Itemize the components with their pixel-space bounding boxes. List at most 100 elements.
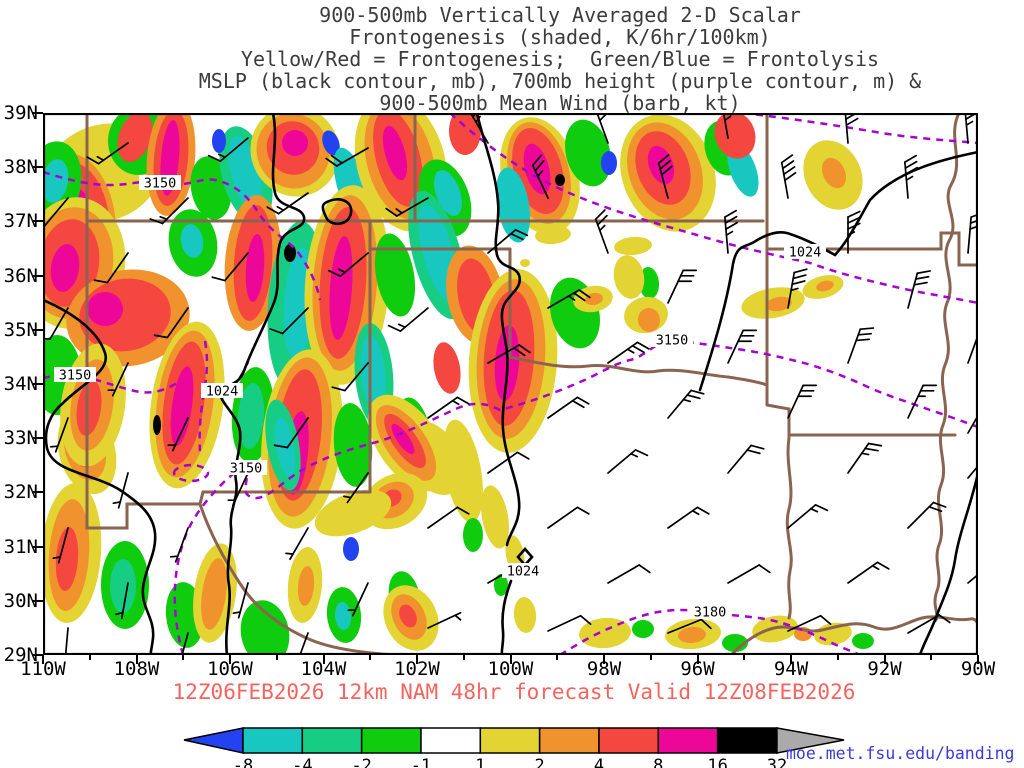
lat-tick-label: 29N	[3, 644, 38, 666]
wind-barb	[266, 192, 309, 215]
state-border	[765, 231, 980, 267]
shading-blob-magenta	[245, 234, 265, 302]
lon-tick-mark	[556, 655, 559, 660]
shading-blob-red	[449, 107, 481, 155]
lon-tick-mark	[88, 655, 91, 660]
shading-blob-blue	[601, 151, 617, 175]
wind-barb	[667, 389, 705, 419]
contour-label: 3150	[230, 461, 263, 477]
colorbar-left-arrow	[183, 727, 244, 754]
height-contour	[42, 170, 322, 301]
height-contour	[172, 463, 210, 483]
wind-barb	[787, 268, 808, 309]
lat-tick-label: 30N	[3, 589, 38, 612]
colorbar-tick-label: 16	[707, 756, 727, 768]
lon-tick-mark	[696, 655, 699, 664]
source-url-link[interactable]: moe.met.fsu.edu/banding	[786, 744, 1015, 763]
wind-barb	[273, 417, 309, 449]
wind-barb	[594, 209, 609, 254]
shading-blob-blue	[343, 537, 359, 561]
wind-barb	[607, 449, 649, 474]
shading-blob-cyan	[434, 170, 462, 216]
shading-blob-yellow	[481, 485, 509, 549]
forecast-valid-text: 12Z06FEB2026 12km NAM 48hr forecast Vali…	[172, 680, 856, 704]
contour-label-box	[689, 604, 731, 619]
shading-blob-yellow	[520, 259, 530, 267]
state-border	[198, 490, 397, 657]
shading-blob-yellow	[614, 236, 652, 256]
lon-tick-label: 106W	[207, 658, 253, 680]
wind-barb	[325, 147, 369, 167]
shading-blob-magenta	[382, 125, 408, 181]
shading-blob-green	[374, 233, 416, 317]
shading-blob-spring	[110, 559, 136, 613]
contour-label: 3150	[144, 176, 177, 192]
wind-barb	[787, 504, 829, 529]
lat-tick-mark	[33, 220, 43, 223]
lon-tick-mark	[322, 655, 325, 664]
title-line-3: Yellow/Red = Frontogenesis; Green/Blue =…	[240, 47, 880, 71]
wind-barb	[57, 627, 69, 665]
wind-barb	[86, 142, 129, 165]
lon-tick-mark	[229, 655, 231, 664]
wind-barb	[112, 472, 129, 509]
wind-barb	[847, 327, 875, 364]
wind-barb	[107, 362, 129, 397]
lon-tick-label: 102W	[394, 658, 440, 680]
shading-blob-yellow	[613, 255, 645, 299]
shading-blob-orange	[766, 296, 792, 312]
shading-blob-orange	[821, 157, 847, 189]
shading-blob-red	[76, 380, 102, 436]
title-line-2: Frontogenesis (shaded, K/6hr/100km)	[349, 25, 771, 49]
contour-label: 3180	[694, 605, 727, 621]
wind-barb	[427, 611, 462, 629]
shading-blob-magenta	[282, 130, 308, 156]
lon-tick-mark	[416, 655, 418, 664]
contour-label-box	[784, 244, 826, 259]
wind-barb	[780, 154, 797, 199]
shading-blob-cyan	[360, 335, 386, 411]
wind-barb	[207, 137, 249, 162]
shading-blob-magenta	[391, 423, 415, 455]
lon-tick-mark	[930, 655, 933, 660]
lat-tick-label: 39N	[3, 102, 38, 124]
colorbar-segment	[242, 727, 304, 754]
contour-label-box	[502, 563, 544, 578]
title-line-4: MSLP (black contour, mb), 700mb height (…	[198, 69, 922, 93]
height-contour	[449, 112, 979, 305]
contour-label: 3150	[656, 333, 689, 349]
wind-barb	[487, 229, 529, 254]
colorbar-segment	[598, 727, 660, 754]
lat-tick-mark	[33, 491, 43, 494]
shading-blob-green	[564, 119, 612, 187]
shading-blob-green	[638, 267, 660, 299]
lon-tick-mark	[790, 655, 792, 664]
shading-blob-black	[555, 174, 565, 186]
wind-barb	[907, 270, 931, 309]
wind-barb	[285, 527, 309, 561]
shading-blob-cyan	[228, 136, 262, 210]
wind-barb	[904, 154, 919, 199]
lon-tick-label: 96W	[680, 658, 715, 680]
wind-barb	[607, 341, 650, 364]
mslp-contour	[698, 150, 980, 392]
wind-barb	[727, 564, 771, 584]
wind-barb	[49, 417, 69, 453]
wind-barb	[847, 442, 883, 474]
wind-barb	[227, 472, 249, 507]
mslp-contour	[41, 298, 157, 657]
state-border	[729, 615, 980, 657]
wind-barb	[52, 527, 69, 564]
wind-barb	[115, 582, 129, 620]
map-canvas: 3150 3150 3150 3150 3180 1024 1024 1024	[20, 94, 1009, 669]
wind-barb	[847, 210, 861, 254]
shading-blob-magenta	[170, 366, 194, 446]
lon-tick-mark	[977, 655, 979, 664]
wind-barb	[327, 252, 369, 277]
shading-blob-red	[117, 111, 153, 163]
mslp-contour	[500, 579, 513, 657]
colorbar-tick-label: -2	[351, 756, 371, 768]
wind-barb	[347, 582, 369, 617]
wind-barb	[607, 564, 651, 584]
